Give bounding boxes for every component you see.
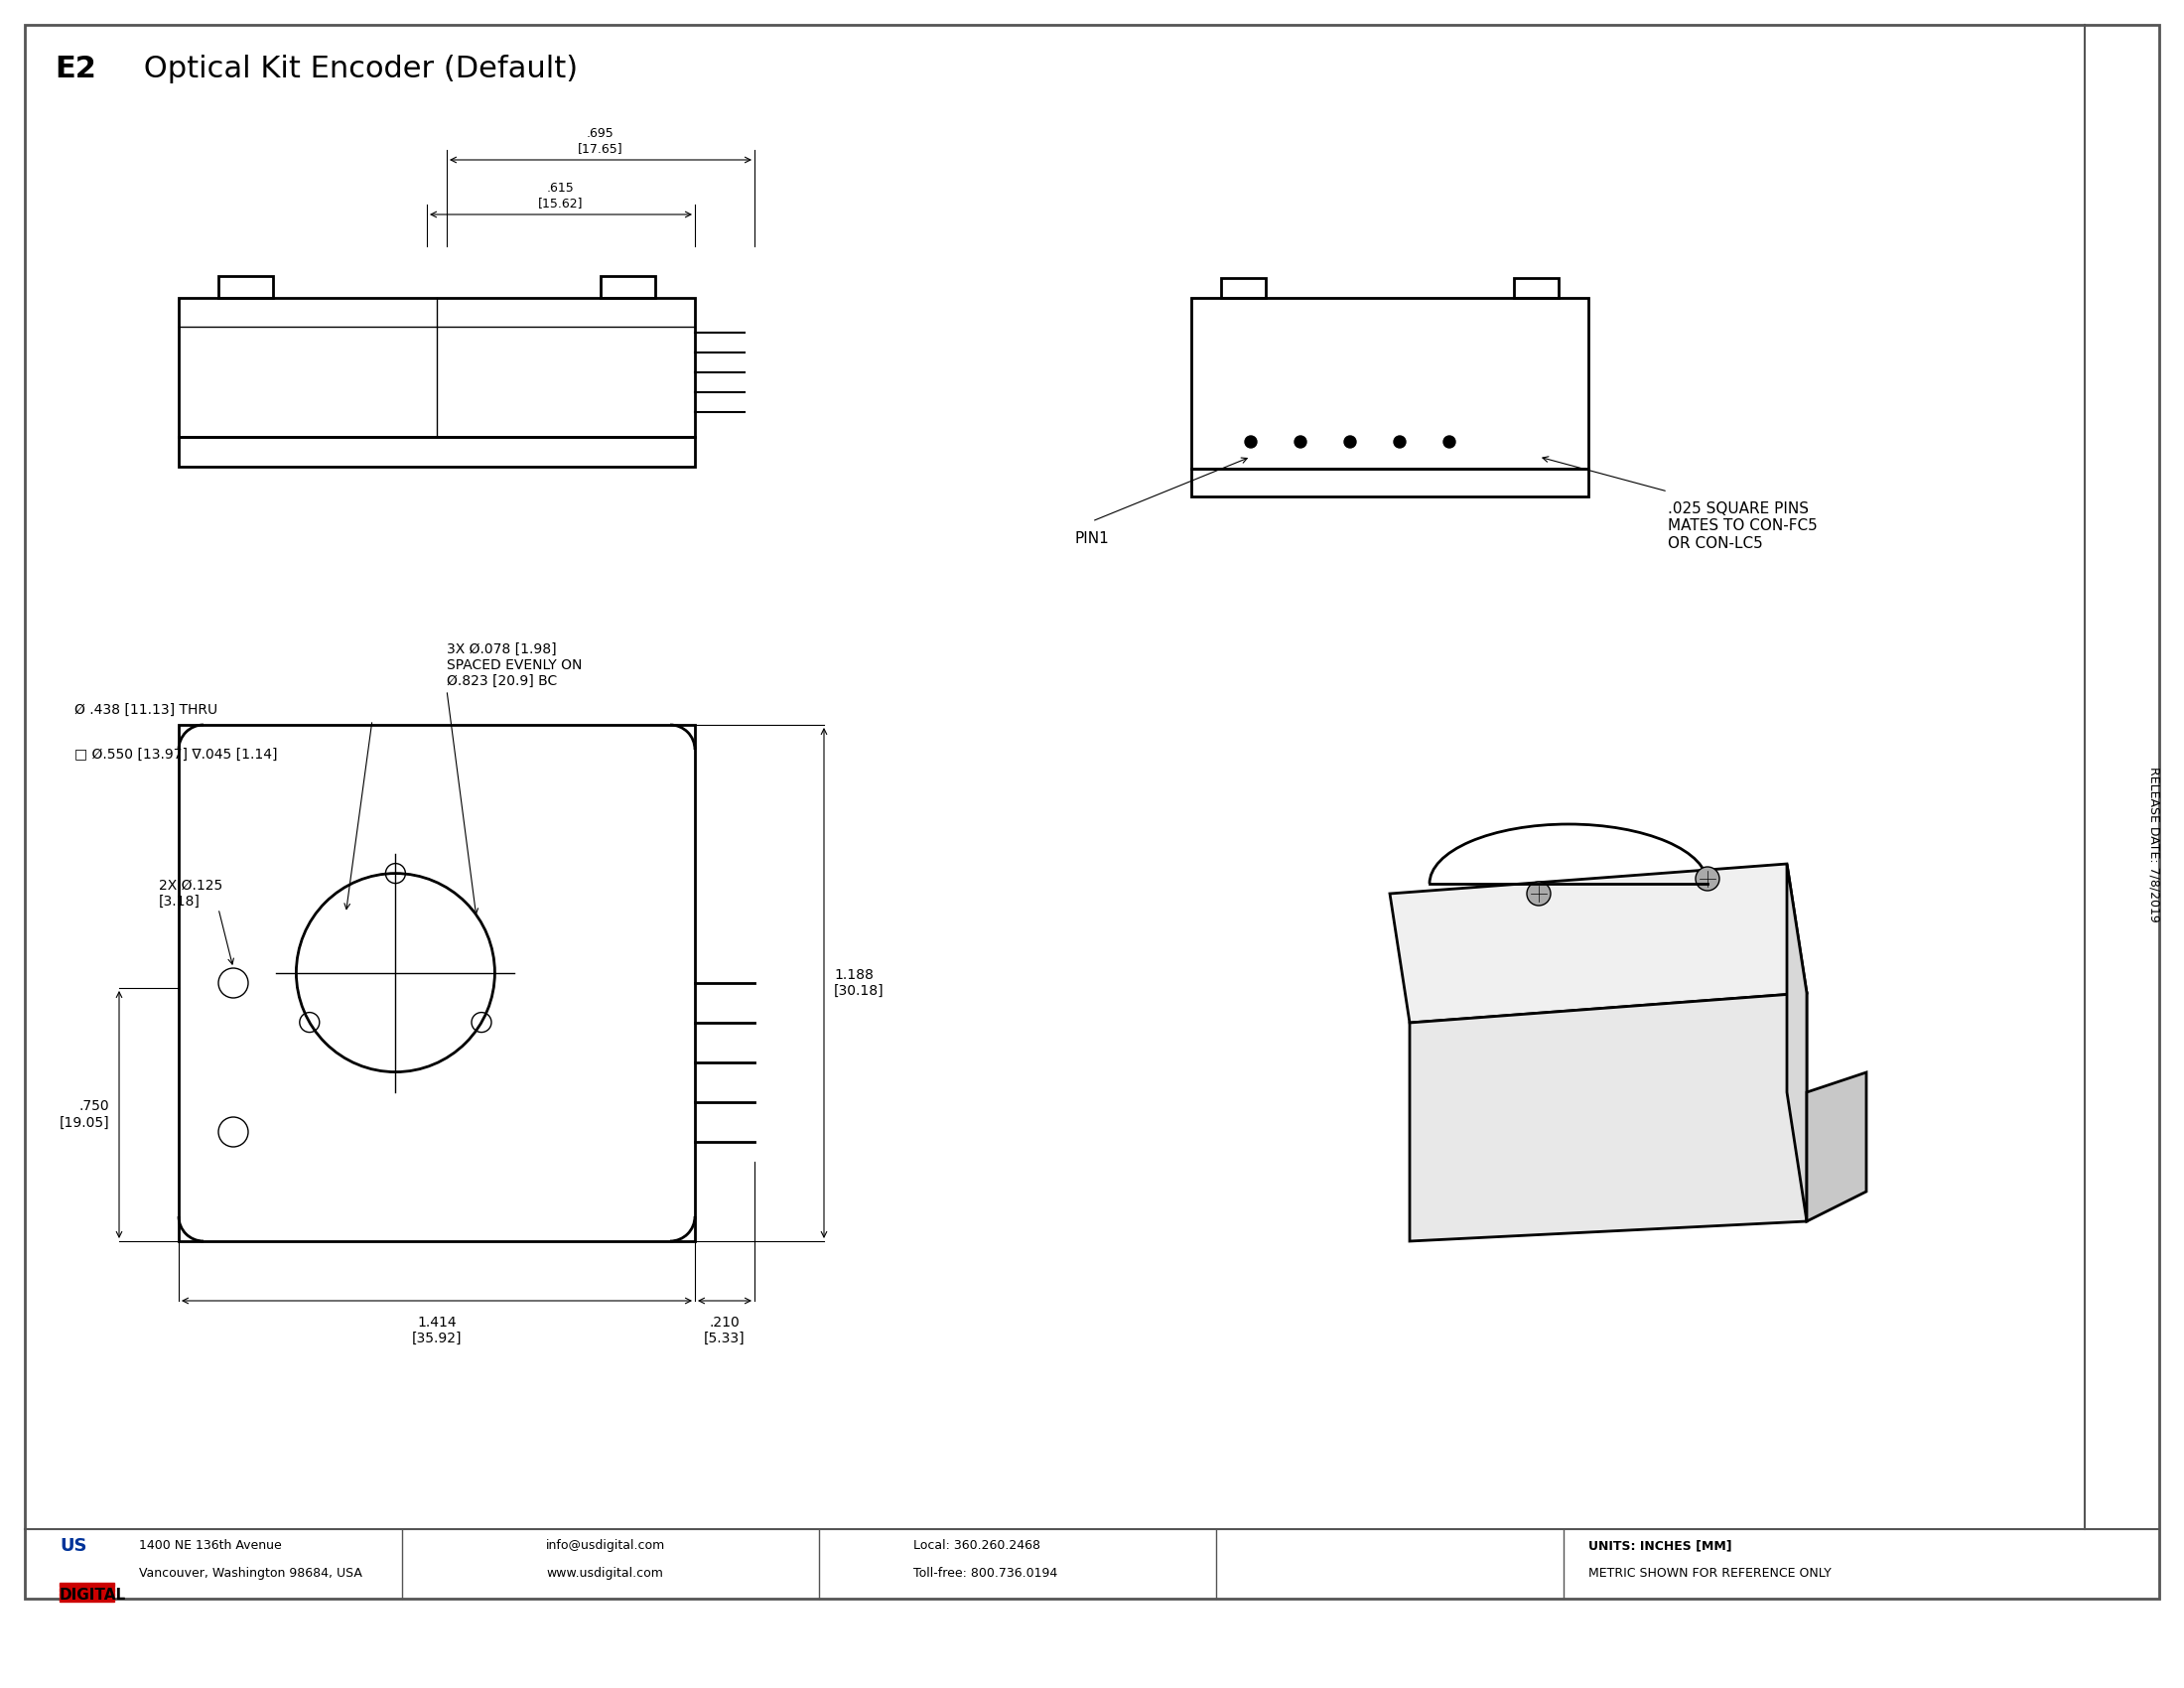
Bar: [59, 1588, 114, 1592]
Bar: [1221, 279, 1267, 297]
Text: METRIC SHOWN FOR REFERENCE ONLY: METRIC SHOWN FOR REFERENCE ONLY: [1588, 1566, 1832, 1580]
Text: E2: E2: [55, 54, 96, 83]
Text: PIN1: PIN1: [1075, 532, 1109, 547]
Circle shape: [1393, 436, 1406, 447]
Polygon shape: [1806, 1072, 1867, 1222]
Bar: [1190, 469, 1588, 496]
Bar: [179, 724, 695, 1241]
Text: .695
[17.65]: .695 [17.65]: [579, 127, 622, 155]
Text: Optical Kit Encoder (Default): Optical Kit Encoder (Default): [133, 54, 579, 83]
Text: 1400 NE 136th Avenue: 1400 NE 136th Avenue: [140, 1539, 282, 1551]
Text: US: US: [59, 1538, 87, 1555]
Circle shape: [1695, 868, 1719, 891]
Text: .210
[5.33]: .210 [5.33]: [703, 1315, 745, 1345]
Text: .615
[15.62]: .615 [15.62]: [537, 182, 583, 209]
Bar: [59, 1593, 114, 1597]
Text: .025 SQUARE PINS
MATES TO CON-FC5
OR CON-LC5: .025 SQUARE PINS MATES TO CON-FC5 OR CON…: [1669, 501, 1817, 550]
Bar: [179, 297, 695, 437]
Bar: [1190, 297, 1588, 469]
Bar: [601, 277, 655, 297]
Bar: [1514, 279, 1559, 297]
Text: 2X Ø.125
[3.18]: 2X Ø.125 [3.18]: [159, 879, 223, 908]
Circle shape: [1245, 436, 1256, 447]
Circle shape: [1343, 436, 1356, 447]
Text: info@usdigital.com: info@usdigital.com: [546, 1539, 666, 1551]
Circle shape: [1444, 436, 1455, 447]
Bar: [59, 1583, 114, 1587]
Bar: [218, 277, 273, 297]
Text: Toll-free: 800.736.0194: Toll-free: 800.736.0194: [913, 1566, 1057, 1580]
Text: RELEASE DATE: 7/8/2019: RELEASE DATE: 7/8/2019: [2147, 766, 2160, 922]
Text: Ø .438 [11.13] THRU: Ø .438 [11.13] THRU: [74, 702, 218, 717]
Text: www.usdigital.com: www.usdigital.com: [546, 1566, 664, 1580]
Text: 1.414
[35.92]: 1.414 [35.92]: [413, 1315, 461, 1345]
Text: DIGITAL: DIGITAL: [59, 1588, 127, 1602]
Text: 3X Ø.078 [1.98]
SPACED EVENLY ON
Ø.823 [20.9] BC: 3X Ø.078 [1.98] SPACED EVENLY ON Ø.823 […: [448, 641, 583, 689]
Circle shape: [1295, 436, 1306, 447]
Bar: [179, 437, 695, 466]
Text: □ Ø.550 [13.97] ∇.045 [1.14]: □ Ø.550 [13.97] ∇.045 [1.14]: [74, 748, 277, 761]
Bar: [59, 1597, 114, 1602]
Text: Local: 360.260.2468: Local: 360.260.2468: [913, 1539, 1040, 1551]
Text: .750
[19.05]: .750 [19.05]: [59, 1099, 109, 1129]
Circle shape: [1527, 881, 1551, 905]
Text: UNITS: INCHES [MM]: UNITS: INCHES [MM]: [1588, 1539, 1732, 1551]
Polygon shape: [1389, 864, 1806, 1023]
Text: Vancouver, Washington 98684, USA: Vancouver, Washington 98684, USA: [140, 1566, 363, 1580]
Polygon shape: [1409, 993, 1806, 1241]
Text: 1.188
[30.18]: 1.188 [30.18]: [834, 967, 885, 998]
Polygon shape: [1787, 864, 1806, 1222]
